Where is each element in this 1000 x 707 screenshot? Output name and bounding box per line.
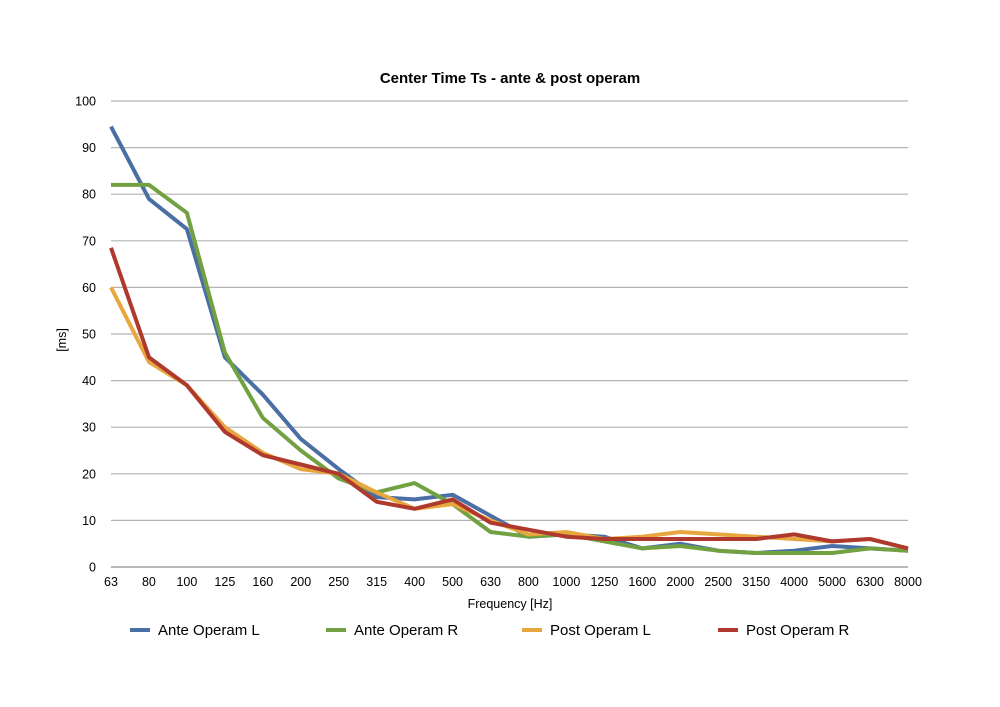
y-axis-ticks: 0 10 20 30 40 50 60 70 80 90 100 bbox=[75, 95, 96, 575]
x-tick-label: 315 bbox=[366, 575, 387, 589]
y-tick-label: 10 bbox=[82, 514, 96, 528]
chart-title: Center Time Ts - ante & post operam bbox=[380, 70, 640, 87]
x-axis-label: Frequency [Hz] bbox=[468, 597, 553, 611]
y-tick-label: 70 bbox=[82, 234, 96, 248]
y-tick-label: 90 bbox=[82, 141, 96, 155]
series-line bbox=[109, 247, 909, 551]
x-tick-label: 1600 bbox=[628, 575, 656, 589]
y-axis-label: [ms] bbox=[55, 328, 69, 352]
series-line bbox=[111, 182, 909, 555]
x-axis-ticks: 63 80 100 125 160 200 250 315 400 500 630 800 1000 12… bbox=[104, 575, 922, 589]
legend-label: Post Operam R bbox=[746, 622, 850, 639]
x-tick-label: 2500 bbox=[704, 575, 732, 589]
legend: Ante Operam L Ante Operam R Post Operam L P… bbox=[130, 622, 850, 639]
x-tick-label: 200 bbox=[290, 575, 311, 589]
x-tick-label: 4000 bbox=[780, 575, 808, 589]
x-tick-label: 1000 bbox=[553, 575, 581, 589]
x-tick-label: 250 bbox=[328, 575, 349, 589]
x-tick-label: 160 bbox=[252, 575, 273, 589]
y-tick-label: 60 bbox=[82, 281, 96, 295]
x-tick-label: 6300 bbox=[856, 575, 884, 589]
x-tick-label: 400 bbox=[404, 575, 425, 589]
x-tick-label: 80 bbox=[142, 575, 156, 589]
y-tick-label: 80 bbox=[82, 188, 96, 202]
x-tick-label: 125 bbox=[214, 575, 235, 589]
x-tick-label: 3150 bbox=[742, 575, 770, 589]
series-line bbox=[109, 125, 909, 555]
x-tick-label: 8000 bbox=[894, 575, 922, 589]
x-tick-label: 1250 bbox=[590, 575, 618, 589]
y-tick-label: 40 bbox=[82, 374, 96, 388]
y-tick-label: 20 bbox=[82, 467, 96, 481]
legend-label: Ante Operam L bbox=[158, 622, 260, 639]
x-tick-label: 500 bbox=[442, 575, 463, 589]
series-line bbox=[109, 286, 909, 551]
y-tick-label: 30 bbox=[82, 421, 96, 435]
grid-lines bbox=[111, 100, 908, 568]
x-tick-label: 63 bbox=[104, 575, 118, 589]
legend-label: Post Operam L bbox=[550, 622, 651, 639]
y-tick-label: 50 bbox=[82, 328, 96, 342]
x-tick-label: 100 bbox=[176, 575, 197, 589]
x-tick-label: 5000 bbox=[818, 575, 846, 589]
y-tick-label: 0 bbox=[89, 561, 96, 575]
legend-label: Ante Operam R bbox=[354, 622, 458, 639]
x-tick-label: 2000 bbox=[666, 575, 694, 589]
series-lines bbox=[109, 125, 909, 555]
y-tick-label: 100 bbox=[75, 95, 96, 109]
x-tick-label: 800 bbox=[518, 575, 539, 589]
x-tick-label: 630 bbox=[480, 575, 501, 589]
